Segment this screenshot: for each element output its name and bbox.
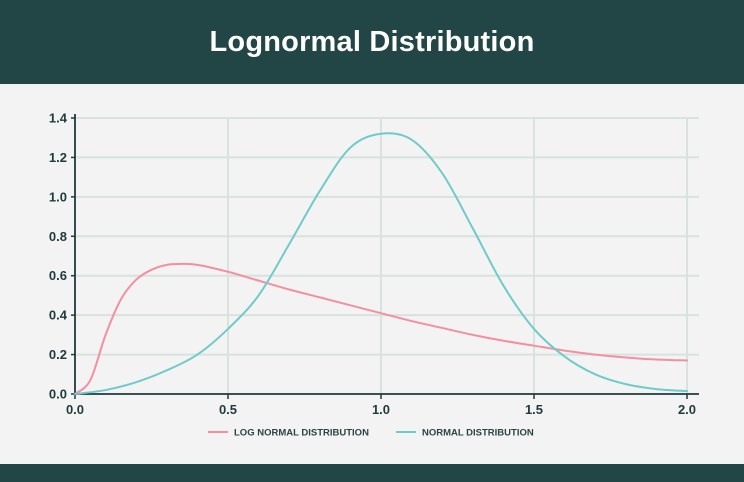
y-tick-label: 0.4 [49, 308, 68, 323]
y-tick-label: 0.8 [49, 229, 67, 244]
y-tick-label: 0.2 [49, 347, 67, 362]
y-tick-label: 1.0 [49, 189, 67, 204]
x-tick-label: 2.0 [678, 402, 696, 417]
chart-title: Lognormal Distribution [209, 25, 535, 58]
y-tick-label: 1.2 [49, 150, 67, 165]
x-tick-label: 0.0 [66, 402, 84, 417]
series-line-normal [74, 132, 688, 395]
x-tick-label: 0.5 [219, 402, 237, 417]
legend-label: NORMAL DISTRIBUTION [422, 428, 534, 439]
y-tick-label: 0.6 [49, 268, 67, 283]
x-tick-label: 1.0 [372, 402, 390, 417]
legend: LOG NORMAL DISTRIBUTION NORMAL DISTRIBUTI… [208, 428, 534, 439]
axes: 0.0 0.2 0.4 0.6 0.8 1.0 1.2 1.4 0.0 0.5 1.0 1.5 2.0 [49, 111, 699, 417]
legend-label: LOG NORMAL DISTRIBUTION [234, 428, 369, 439]
header-bar: Lognormal Distribution [0, 0, 744, 84]
grid [75, 117, 699, 394]
chart-area: 0.0 0.2 0.4 0.6 0.8 1.0 1.2 1.4 0.0 0.5 1.0 1.5 2.0 … [0, 84, 744, 464]
y-tick-label: 0.0 [49, 387, 67, 402]
lognormal-chart: 0.00.20.40.60.81.01.21.40.0 0.5 1.0 1.5 2.0 … [49, 111, 699, 439]
footer-bar [0, 464, 744, 482]
x-tick-label: 1.5 [525, 402, 543, 417]
series-line-lognormal [74, 262, 688, 395]
series [74, 132, 688, 395]
y-tick-label: 1.4 [49, 111, 68, 126]
